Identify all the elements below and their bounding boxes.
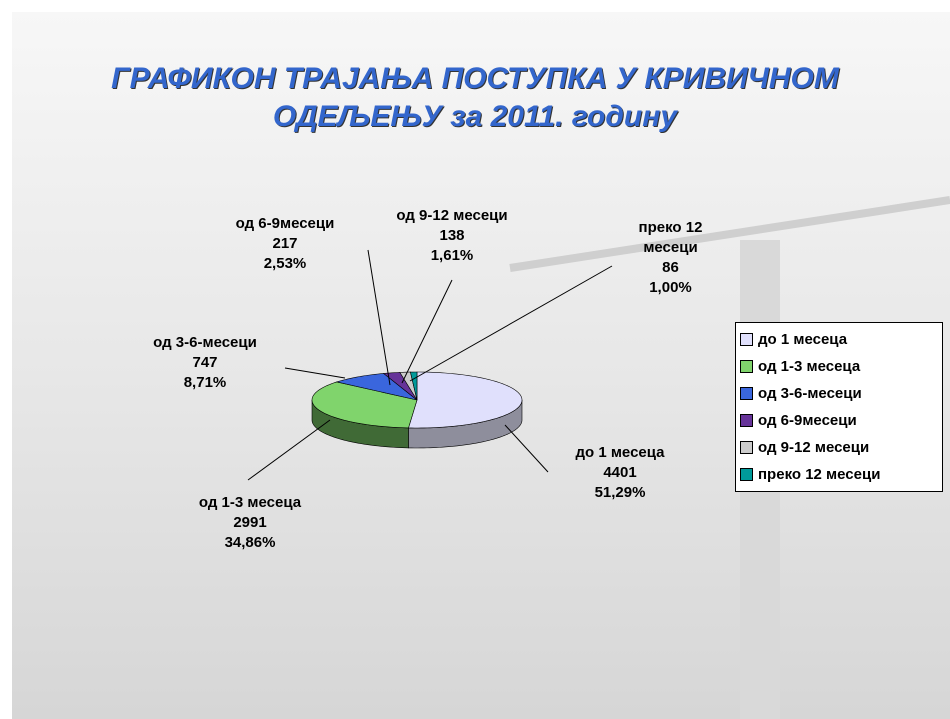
leader-line [367, 249, 391, 386]
label-category: од 6-9месеци [235, 215, 335, 232]
label-value: 2991 [233, 514, 267, 531]
legend-label: од 1-3 месеца [758, 358, 861, 375]
legend-swatch [740, 468, 753, 481]
pie-slice [335, 373, 418, 401]
legend-swatch [740, 441, 753, 454]
label-category: преко 12 месеци [638, 219, 703, 256]
label-percentage: 1,00% [649, 279, 692, 296]
legend-entry: од 6-9месеци [740, 407, 938, 434]
label-value: 138 [439, 227, 465, 244]
label-percentage: 1,61% [430, 247, 474, 264]
label-category: од 3-6-месеци [153, 334, 257, 351]
label-percentage: 51,29% [594, 484, 646, 501]
label-value: 86 [662, 259, 679, 276]
chart-title: ГРАФИКОН ТРАЈАЊА ПОСТУПКА У КРИВИЧНОМ ОД… [111, 62, 839, 133]
legend-entry: од 9-12 месеци [740, 434, 938, 461]
data-label: до 1 месеца 4401 51,29% [560, 443, 680, 503]
pie-slice [382, 372, 418, 401]
label-category: од 9-12 месеци [396, 207, 508, 224]
legend-entry: од 1-3 месеца [740, 353, 938, 380]
legend-swatch [740, 387, 753, 400]
data-label: од 9-12 месеци 138 1,61% [372, 206, 532, 266]
legend-swatch [740, 414, 753, 427]
legend-label: преко 12 месеци [758, 466, 881, 483]
label-percentage: 8,71% [183, 374, 227, 391]
legend-swatch [740, 333, 753, 346]
label-value: 747 [192, 354, 218, 371]
legend-entry: до 1 месеца [740, 326, 938, 353]
data-label: преко 12 месеци 86 1,00% [618, 218, 723, 298]
legend-label: до 1 месеца [758, 331, 848, 348]
label-category: од 1-3 месеца [198, 494, 302, 511]
label-value: 217 [272, 235, 298, 252]
leader-line [284, 367, 346, 379]
label-percentage: 34,86% [224, 534, 276, 551]
data-label: од 3-6-месеци 747 8,71% [130, 333, 280, 393]
label-percentage: 2,53% [263, 255, 307, 272]
legend-label: од 9-12 месеци [758, 439, 870, 456]
legend-entry: од 3-6-месеци [740, 380, 938, 407]
leader-line [401, 279, 453, 384]
leader-line [247, 419, 331, 481]
legend-swatch [740, 360, 753, 373]
legend-label: од 3-6-месеци [758, 385, 862, 402]
legend-entry: преко 12 месеци [740, 461, 938, 488]
pie-slice [408, 371, 523, 429]
leader-line [504, 424, 549, 473]
pie-slice [311, 381, 418, 429]
leader-line [409, 265, 613, 382]
label-category: до 1 месеца [575, 444, 665, 461]
legend-label: од 6-9месеци [758, 412, 857, 429]
data-label: од 1-3 месеца 2991 34,86% [170, 493, 330, 553]
data-label: од 6-9месеци 217 2,53% [205, 214, 365, 274]
legend: до 1 месеца од 1-3 месеца од 3-6-месеци од … [735, 322, 943, 492]
label-value: 4401 [603, 464, 637, 481]
